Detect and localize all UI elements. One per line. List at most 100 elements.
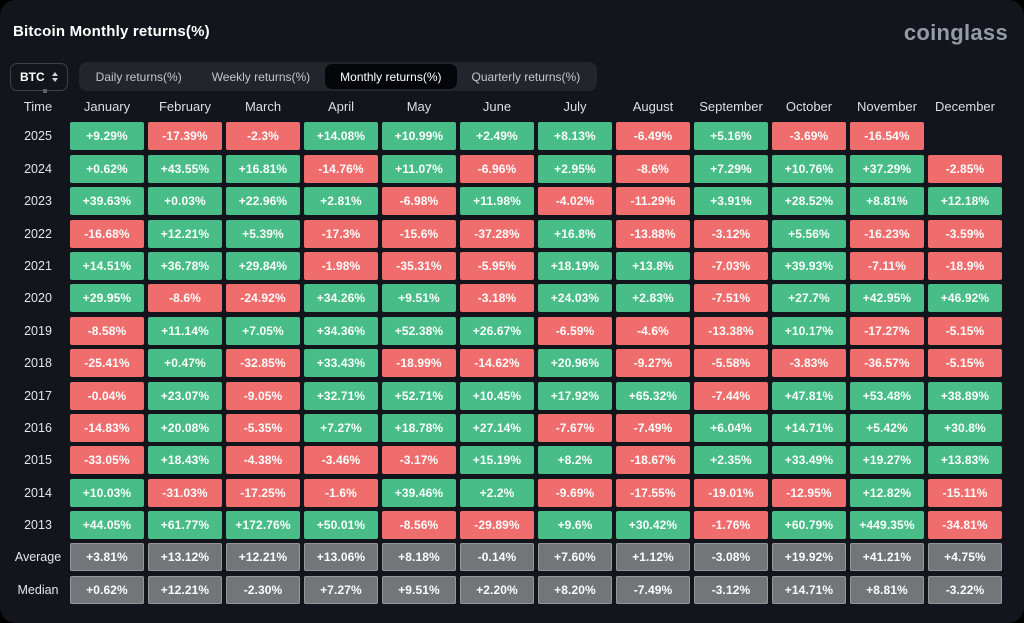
cell-2024-august: -8.6% [616, 154, 690, 183]
cell-2013-october: +60.79% [772, 511, 846, 540]
cell-2016-june: +27.14% [460, 413, 534, 442]
cell-2020-april: +34.26% [304, 284, 378, 313]
cell-2023-september: +3.91% [694, 187, 768, 216]
cell-2016-july: -7.67% [538, 413, 612, 442]
cell-2019-january: -8.58% [70, 316, 144, 345]
cell-2025-june: +2.49% [460, 122, 534, 151]
cell-2020-december: +46.92% [928, 284, 1002, 313]
cell-2019-november: -17.27% [850, 316, 924, 345]
cell-average-september: -3.08% [694, 543, 768, 572]
cell-2017-february: +23.07% [148, 381, 222, 410]
cell-2015-november: +19.27% [850, 446, 924, 475]
cell-2016-april: +7.27% [304, 413, 378, 442]
column-header-june: June [482, 99, 512, 114]
cell-2023-april: +2.81% [304, 187, 378, 216]
cell-median-october: +14.71% [772, 575, 846, 604]
cell-2019-august: -4.6% [616, 316, 690, 345]
returns-table: Time January February March April May June July… [10, 95, 1002, 604]
column-header-november: November [857, 99, 917, 114]
cell-2021-january: +14.51% [70, 251, 144, 280]
cell-2013-march: +172.76% [226, 511, 300, 540]
cell-2024-november: +37.29% [850, 154, 924, 183]
coin-selector[interactable]: BTC [10, 62, 68, 91]
cell-2024-july: +2.95% [538, 154, 612, 183]
cell-2014-july: -9.69% [538, 478, 612, 507]
cell-2017-december: +38.89% [928, 381, 1002, 410]
cell-average-march: +12.21% [226, 543, 300, 572]
cell-2020-november: +42.95% [850, 284, 924, 313]
cell-2022-june: -37.28% [460, 219, 534, 248]
cell-2021-june: -5.95% [460, 251, 534, 280]
cell-2017-may: +52.71% [382, 381, 456, 410]
column-header-time: Time [23, 99, 53, 114]
cell-median-september: -3.12% [694, 575, 768, 604]
cell-2013-may: -8.56% [382, 511, 456, 540]
cell-2024-april: -14.76% [304, 154, 378, 183]
cell-2022-january: -16.68% [70, 219, 144, 248]
cell-average-may: +8.18% [382, 543, 456, 572]
cell-2013-november: +449.35% [850, 511, 924, 540]
cell-2024-march: +16.81% [226, 154, 300, 183]
page-title: Bitcoin Monthly returns(%) [13, 23, 210, 40]
cell-2022-march: +5.39% [226, 219, 300, 248]
coinglass-logo: coinglass [903, 20, 1008, 45]
row-label-2023: 2023 [24, 194, 52, 209]
cell-median-august: -7.49% [616, 575, 690, 604]
column-header-september: September [699, 99, 763, 114]
tab-daily-returns[interactable]: Daily returns(%) [81, 64, 197, 89]
cell-2018-july: +20.96% [538, 349, 612, 378]
row-label-average: Average [14, 550, 62, 565]
cell-2016-october: +14.71% [772, 413, 846, 442]
cell-2024-december: -2.85% [928, 154, 1002, 183]
cell-median-january: +0.62% [70, 575, 144, 604]
cell-2025-march: -2.3% [226, 122, 300, 151]
cell-2014-october: -12.95% [772, 478, 846, 507]
cell-2013-january: +44.05% [70, 511, 144, 540]
cell-2017-august: +65.32% [616, 381, 690, 410]
cell-2013-august: +30.42% [616, 511, 690, 540]
cell-2018-october: -3.83% [772, 349, 846, 378]
cell-2020-august: +2.83% [616, 284, 690, 313]
cell-2021-august: +13.8% [616, 251, 690, 280]
column-header-may: May [406, 99, 432, 114]
cell-2017-october: +47.81% [772, 381, 846, 410]
tab-quarterly-returns[interactable]: Quarterly returns(%) [457, 64, 596, 89]
cell-2025-december [928, 122, 1002, 150]
cell-2015-april: -3.46% [304, 446, 378, 475]
column-header-august: August [632, 99, 674, 114]
cell-2023-january: +39.63% [70, 187, 144, 216]
cell-2019-june: +26.67% [460, 316, 534, 345]
cell-2019-july: -6.59% [538, 316, 612, 345]
tab-weekly-returns[interactable]: Weekly returns(%) [197, 64, 325, 89]
cell-2025-april: +14.08% [304, 122, 378, 151]
row-label-2024: 2024 [24, 161, 52, 176]
cell-2021-october: +39.93% [772, 251, 846, 280]
cell-2024-october: +10.76% [772, 154, 846, 183]
cell-2018-february: +0.47% [148, 349, 222, 378]
cell-2023-july: -4.02% [538, 187, 612, 216]
row-label-2015: 2015 [24, 453, 52, 468]
tab-monthly-returns[interactable]: Monthly returns(%) [325, 64, 457, 89]
cell-2022-may: -15.6% [382, 219, 456, 248]
cell-2018-december: -5.15% [928, 349, 1002, 378]
cell-2019-march: +7.05% [226, 316, 300, 345]
cell-2023-may: -6.98% [382, 187, 456, 216]
cell-2022-august: -13.88% [616, 219, 690, 248]
cell-2024-may: +11.07% [382, 154, 456, 183]
cell-median-june: +2.20% [460, 575, 534, 604]
cell-2014-february: -31.03% [148, 478, 222, 507]
column-header-july: July [563, 99, 587, 114]
cell-2017-september: -7.44% [694, 381, 768, 410]
cell-2015-september: +2.35% [694, 446, 768, 475]
cell-2017-april: +32.71% [304, 381, 378, 410]
cell-2022-july: +16.8% [538, 219, 612, 248]
cell-2020-october: +27.7% [772, 284, 846, 313]
cell-2017-january: -0.04% [70, 381, 144, 410]
cell-2015-october: +33.49% [772, 446, 846, 475]
updown-chevron-icon [51, 71, 58, 82]
cell-2014-november: +12.82% [850, 478, 924, 507]
cell-2014-march: -17.25% [226, 478, 300, 507]
cell-2020-june: -3.18% [460, 284, 534, 313]
cell-2014-april: -1.6% [304, 478, 378, 507]
row-label-2022: 2022 [24, 226, 52, 241]
